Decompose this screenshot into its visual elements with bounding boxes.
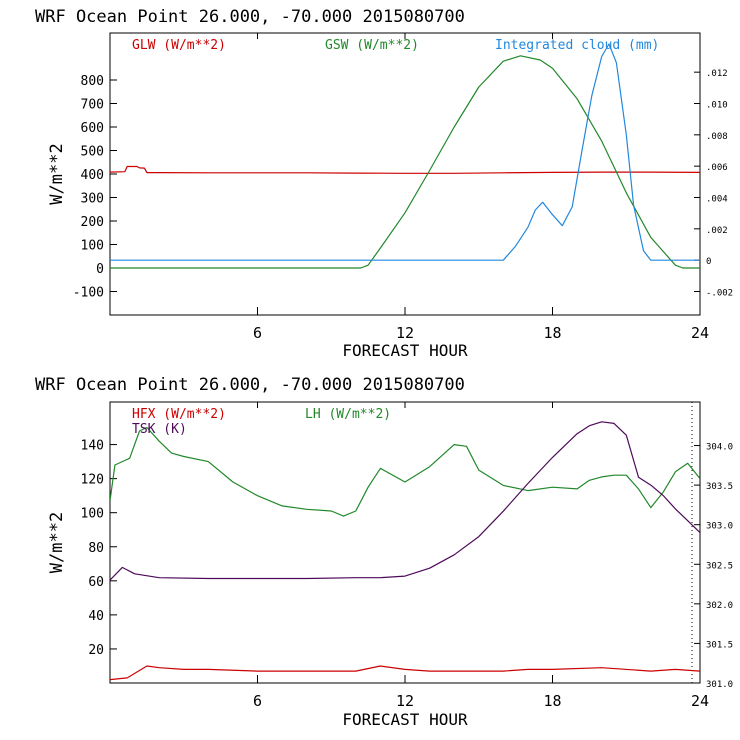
chart0-x-tick-label: 6	[253, 324, 262, 342]
chart1-x-axis-label: FORECAST HOUR	[342, 710, 468, 729]
chart0-legend-gsw: GSW (W/m**2)	[325, 38, 419, 53]
chart0-y-tick-label: 200	[81, 215, 104, 230]
chart1-y-axis-label: W/m**2	[47, 512, 67, 573]
chart0-y2-tick-label: .008	[706, 132, 728, 142]
chart1-legend-hfx: HFX (W/m**2)	[132, 407, 226, 422]
chart1-x-tick-label: 12	[396, 692, 414, 710]
chart0-x-axis-label: FORECAST HOUR	[342, 341, 468, 360]
chart1-x-tick-label: 24	[691, 692, 709, 710]
chart1-title: WRF Ocean Point 26.000, -70.000 20150807…	[35, 375, 465, 395]
chart1-y-tick-label: 60	[88, 575, 104, 590]
chart0-legend-integrated: Integrated cloud (mm)	[495, 38, 659, 53]
chart1-series-lh-line	[110, 426, 700, 517]
chart0-y-tick-label: 700	[81, 98, 104, 113]
chart0-x-tick-label: 24	[691, 324, 709, 342]
chart1-legend-lh: LH (W/m**2)	[305, 407, 391, 422]
chart0-y-tick-label: 300	[81, 192, 104, 207]
chart1-series-hfx-line	[110, 665, 700, 681]
chart1-x-tick-label: 18	[543, 692, 561, 710]
chart1-y-tick-label: 120	[81, 473, 104, 488]
chart1-y-tick-label: 140	[81, 439, 104, 454]
chart0-x-tick-label: 12	[396, 324, 414, 342]
chart0-y2-tick-label: .002	[706, 226, 728, 236]
chart1-y-tick-label: 40	[88, 609, 104, 624]
chart0-y2-tick-label: .012	[706, 69, 728, 79]
chart0-y2-tick-label: -.002	[706, 289, 733, 299]
chart0-y-tick-label: 100	[81, 239, 104, 254]
chart0-y-tick-label: 400	[81, 168, 104, 183]
chart1-legend-tsk: TSK (K)	[132, 422, 187, 437]
chart1-x-tick-label: 6	[253, 692, 262, 710]
chart1-y2-tick-label: 302.5	[706, 561, 733, 571]
chart1-y2-tick-label: 303.5	[706, 482, 733, 492]
chart0-y2-tick-label: 0	[706, 257, 711, 267]
chart0-title: WRF Ocean Point 26.000, -70.000 20150807…	[35, 7, 465, 27]
chart0-y-tick-label: 0	[96, 262, 104, 277]
chart0-y-tick-label: 800	[81, 74, 104, 89]
chart0-series-integrated-line	[110, 43, 700, 261]
chart0-legend-glw: GLW (W/m**2)	[132, 38, 226, 53]
chart0-y-axis-label: W/m**2	[47, 143, 67, 204]
chart0-x-tick-label: 18	[543, 324, 561, 342]
chart1-y-tick-label: 20	[88, 643, 104, 658]
chart0-y2-tick-label: .010	[706, 101, 728, 111]
chart0-y-tick-label: 500	[81, 145, 104, 160]
chart1-series-tsk-line	[110, 421, 700, 581]
chart1-y2-tick-label: 304.0	[706, 443, 733, 453]
chart1-y2-tick-label: 301.5	[706, 640, 733, 650]
chart0-y2-tick-label: .004	[706, 195, 728, 205]
chart-top-radiation-cloud: WRF Ocean Point 26.000, -70.000 20150807…	[35, 7, 733, 360]
chart0-y-tick-label: 600	[81, 121, 104, 136]
chart1-y2-tick-label: 303.0	[706, 522, 733, 532]
chart0-series-glw-line	[110, 165, 700, 174]
chart0-plot-frame	[109, 32, 701, 316]
chart1-y2-tick-label: 301.0	[706, 680, 733, 690]
chart1-y2-tick-label: 302.0	[706, 601, 733, 611]
chart0-y-tick-label: -100	[73, 286, 104, 301]
chart1-y-tick-label: 80	[88, 541, 104, 556]
chart1-plot-frame	[109, 401, 701, 684]
chart0-series-gsw-line	[110, 55, 700, 269]
chart-bottom-fluxes-skin-temp: WRF Ocean Point 26.000, -70.000 20150807…	[35, 375, 733, 729]
chart1-y-tick-label: 100	[81, 507, 104, 522]
chart0-y2-tick-label: .006	[706, 163, 728, 173]
